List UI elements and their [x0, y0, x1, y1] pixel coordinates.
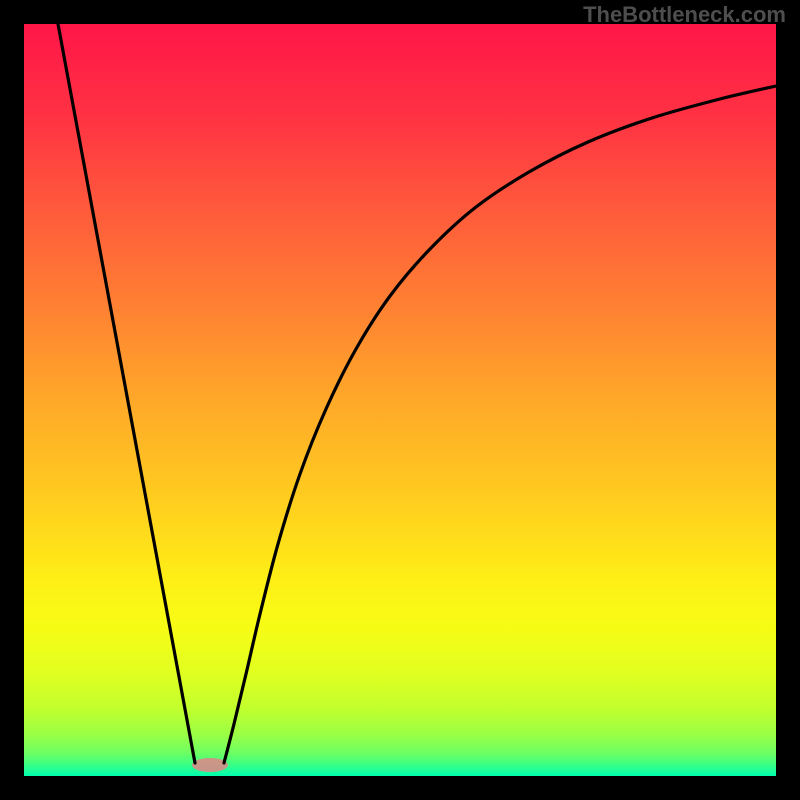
curve-left-branch [58, 24, 195, 763]
bottleneck-curve [24, 24, 776, 776]
plot-area [24, 24, 776, 776]
curve-right-branch [224, 86, 776, 763]
watermark-text: TheBottleneck.com [583, 2, 786, 28]
minimum-marker [192, 758, 228, 772]
chart-figure: TheBottleneck.com [0, 0, 800, 800]
